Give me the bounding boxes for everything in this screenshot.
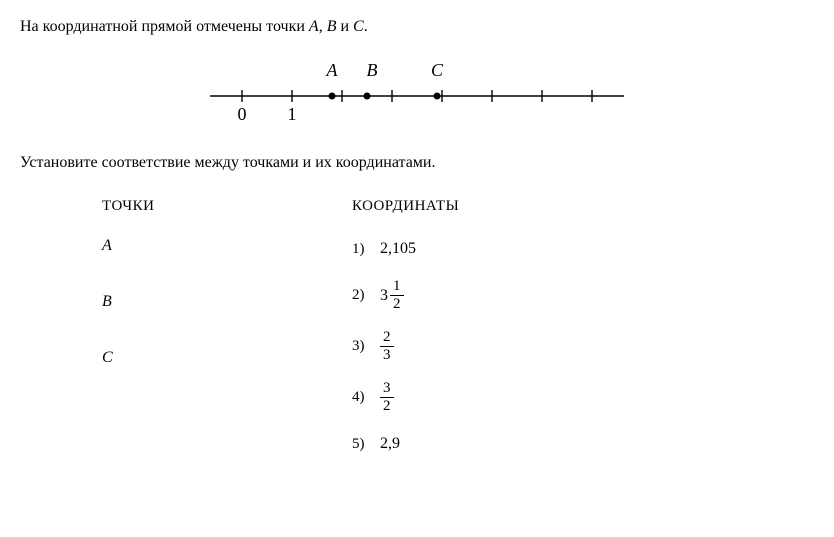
coord-4-num: 3 (380, 381, 394, 398)
svg-text:B: B (367, 60, 378, 80)
intro-text: На координатной прямой отмечены точки A,… (20, 18, 814, 36)
coord-row-3: 3) 2 3 (352, 330, 459, 363)
coord-3-num: 2 (380, 330, 394, 347)
points-column: ТОЧКИ A B C (102, 198, 352, 474)
number-line-container: 0 1 A B C (20, 54, 814, 132)
intro-sep1: , (319, 18, 327, 35)
coord-2-whole: 3 (380, 287, 388, 305)
coord-num-5: 5) (352, 436, 380, 453)
svg-text:C: C (431, 60, 444, 80)
coord-3-fraction: 2 3 (380, 330, 394, 363)
coord-row-4: 4) 3 2 (352, 381, 459, 414)
coord-4-fraction: 3 2 (380, 381, 394, 414)
coord-row-5: 5) 2,9 (352, 432, 459, 456)
intro-point-c: C (353, 18, 364, 35)
coord-2-fraction: 1 2 (390, 279, 404, 312)
svg-text:A: A (326, 60, 339, 80)
coords-header: КООРДИНАТЫ (352, 198, 459, 215)
svg-text:1: 1 (288, 104, 297, 124)
coord-num-3: 3) (352, 338, 380, 355)
coord-val-1: 2,105 (380, 240, 416, 258)
intro-point-a: A (309, 18, 319, 35)
intro-prefix: На координатной прямой отмечены точки (20, 18, 309, 35)
coord-3-den: 3 (380, 347, 394, 363)
coords-column: КООРДИНАТЫ 1) 2,105 2) 3 1 2 3) 2 3 (352, 198, 459, 474)
coord-val-5: 2,9 (380, 435, 400, 453)
coord-num-4: 4) (352, 389, 380, 406)
point-a: A (102, 237, 352, 255)
coord-2-num: 1 (390, 279, 404, 296)
coord-num-2: 2) (352, 287, 380, 304)
intro-point-b: B (327, 18, 337, 35)
coord-val-3: 2 3 (380, 330, 394, 363)
coord-4-den: 2 (380, 398, 394, 414)
columns-container: ТОЧКИ A B C КООРДИНАТЫ 1) 2,105 2) 3 1 2… (20, 198, 814, 474)
coord-2-den: 2 (390, 296, 404, 312)
intro-suffix: . (364, 18, 368, 35)
instruction-text: Установите соответствие между точками и … (20, 154, 814, 172)
point-b: B (102, 293, 352, 311)
coord-num-1: 1) (352, 241, 380, 258)
svg-text:0: 0 (238, 104, 247, 124)
point-c: C (102, 349, 352, 367)
coord-row-2: 2) 3 1 2 (352, 279, 459, 312)
coord-row-1: 1) 2,105 (352, 237, 459, 261)
coord-val-2: 3 1 2 (380, 279, 404, 312)
coord-val-4: 3 2 (380, 381, 394, 414)
points-header: ТОЧКИ (102, 198, 352, 215)
number-line-diagram: 0 1 A B C (202, 54, 632, 132)
intro-sep2: и (336, 18, 353, 35)
